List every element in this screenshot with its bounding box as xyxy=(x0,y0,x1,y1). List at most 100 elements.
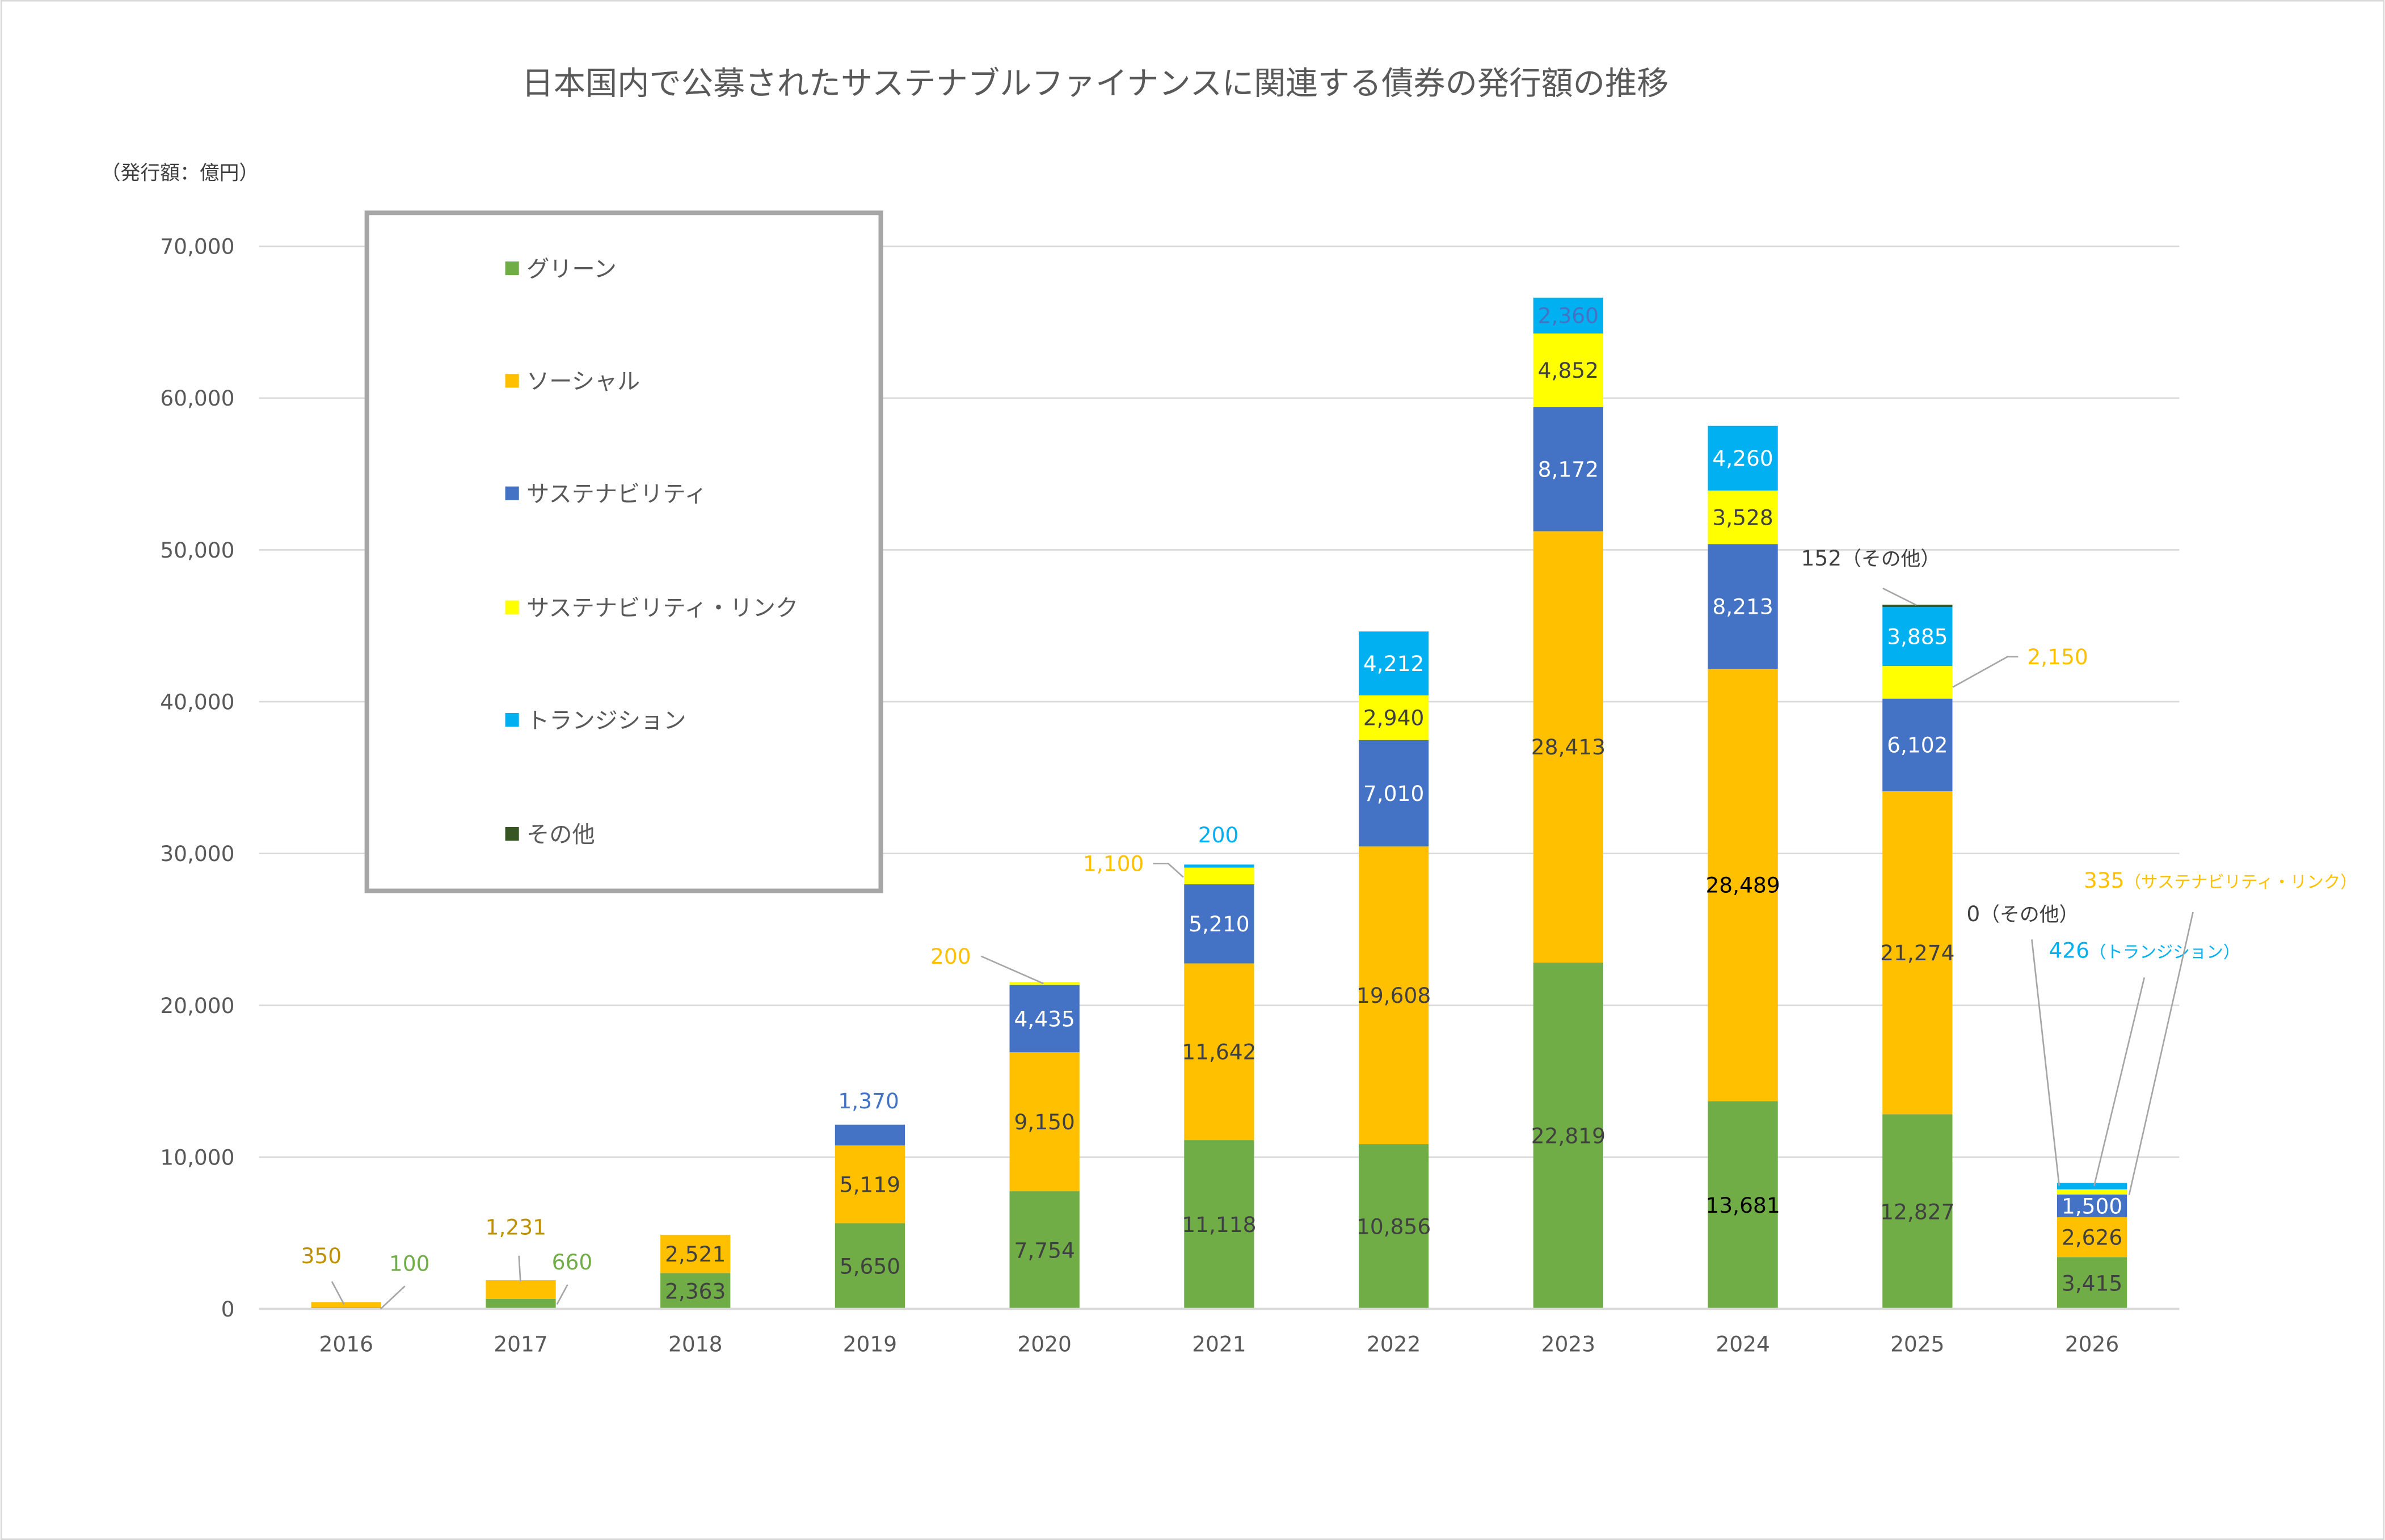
bar-segment xyxy=(835,1145,905,1223)
x-tick-label: 2023 xyxy=(1541,1332,1595,1357)
bar-segment xyxy=(835,1124,905,1146)
outside-data-label: 350 xyxy=(301,1243,342,1268)
data-label: 11,118 xyxy=(1182,1212,1256,1237)
bar-segment xyxy=(835,1223,905,1309)
outside-label-value: 660 xyxy=(552,1250,593,1275)
outside-label-value: 200 xyxy=(1198,822,1239,847)
bar-segment xyxy=(1708,425,1778,491)
data-label: 3,415 xyxy=(2062,1271,2122,1296)
x-tick-label: 2019 xyxy=(843,1332,897,1357)
data-label: 28,489 xyxy=(1705,873,1780,898)
bar-stack-2019: 5,650 5,119 xyxy=(835,1124,905,1309)
bar-segment xyxy=(1184,867,1254,885)
bars: 2,363 2,521 5,650 5,119 7,754 9,150 4,435 11,11… xyxy=(311,297,2127,1309)
outside-data-label: 660 xyxy=(552,1250,593,1275)
bar-segment xyxy=(1882,666,1953,699)
outside-data-labels: 350 1001,2316601,3702001,100200152（その他）2,… xyxy=(301,546,2357,1310)
bar-segment xyxy=(1533,297,1604,334)
data-label: 2,363 xyxy=(665,1279,726,1303)
bar-segment xyxy=(660,1234,731,1273)
data-label: 7,754 xyxy=(1014,1238,1074,1263)
legend-swatch xyxy=(505,600,519,614)
data-label: 21,274 xyxy=(1880,940,1954,965)
y-axis-unit-label: （発行額：億円） xyxy=(101,162,259,184)
x-tick-label: 2021 xyxy=(1192,1332,1246,1357)
x-tick-label: 2025 xyxy=(1890,1332,1944,1357)
bar-segment xyxy=(486,1280,556,1299)
bar-segment xyxy=(1708,669,1778,1102)
legend-item: サステナビリティ・リンク xyxy=(505,595,798,621)
bar-segment xyxy=(2057,1217,2127,1258)
outside-label-suffix: （トランジション） xyxy=(2089,942,2240,961)
x-tick-label: 2026 xyxy=(2065,1332,2119,1357)
legend-item: グリーン xyxy=(505,256,617,282)
data-label: 9,150 xyxy=(1014,1109,1074,1134)
outside-data-label: 100 xyxy=(389,1251,430,1276)
leader-line xyxy=(1952,656,2019,688)
leader-line xyxy=(331,1281,345,1305)
bar-segment xyxy=(1533,407,1604,531)
bar-segment xyxy=(1533,531,1604,963)
y-tick-label: 40,000 xyxy=(160,689,234,714)
legend-item: トランジション xyxy=(505,708,686,734)
legend-label: トランジション xyxy=(526,708,686,734)
outside-data-label: 152（その他） xyxy=(1801,546,1940,571)
bar-segment xyxy=(2057,1183,2127,1189)
bar-segment xyxy=(1184,1140,1254,1309)
x-tick-label: 2022 xyxy=(1367,1332,1421,1357)
outside-label-value: 426 xyxy=(2049,938,2089,963)
bar-stack-2024: 13,681 28,489 8,213 3,528 4,260 xyxy=(1705,425,1780,1309)
legend-swatch xyxy=(505,486,519,500)
bar-stack-2021: 11,118 11,642 5,210 xyxy=(1182,864,1257,1309)
legend-item: サステナビリティ xyxy=(505,481,707,507)
outside-label-value: 1,100 xyxy=(1083,851,1144,876)
bar-segment xyxy=(1184,884,1254,964)
bar-stack-2022: 10,856 19,608 7,010 2,940 4,212 xyxy=(1356,631,1431,1309)
outside-data-label: 426（トランジション） xyxy=(2049,938,2240,963)
bar-stack-2025: 12,827 21,274 6,102 3,885 xyxy=(1880,605,1954,1309)
legend-swatch xyxy=(505,261,519,276)
outside-data-label: 200 xyxy=(1198,822,1239,847)
outside-label-value: 350 xyxy=(301,1243,342,1268)
bar-stack-2018: 2,363 2,521 xyxy=(660,1234,731,1309)
leader-line xyxy=(518,1255,521,1282)
leader-line xyxy=(2031,939,2060,1186)
data-label: 8,172 xyxy=(1538,457,1599,482)
y-tick-label: 20,000 xyxy=(160,993,234,1018)
data-label: 4,852 xyxy=(1538,358,1599,383)
bar-segment xyxy=(1882,698,1953,791)
bar-segment xyxy=(1009,1052,1080,1192)
x-tick-label: 2018 xyxy=(668,1332,722,1357)
legend-swatch xyxy=(505,712,519,727)
bar-segment xyxy=(2057,1194,2127,1217)
x-tick-label: 2017 xyxy=(494,1332,547,1357)
data-label: 11,642 xyxy=(1182,1040,1256,1065)
data-label: 10,856 xyxy=(1356,1214,1431,1239)
legend-box xyxy=(364,210,883,893)
outside-label-value: 152 xyxy=(1801,546,1842,571)
bar-segment xyxy=(1882,791,1953,1115)
data-label: 4,212 xyxy=(1363,651,1424,676)
outside-data-label: 2,150 xyxy=(2027,644,2088,669)
outside-label-value: 100 xyxy=(389,1251,430,1276)
bar-stack-2026: 3,415 2,626 1,500 xyxy=(2057,1183,2127,1309)
leader-line xyxy=(2093,977,2146,1186)
bar-stack-2023: 22,819 28,413 8,172 4,852 2,360 xyxy=(1531,297,1606,1309)
data-label: 13,681 xyxy=(1705,1193,1780,1218)
data-label: 6,102 xyxy=(1887,733,1948,758)
outside-data-label: 0（その他） xyxy=(1966,901,2079,926)
data-label: 12,827 xyxy=(1880,1199,1954,1224)
data-label: 3,528 xyxy=(1712,505,1773,530)
outside-data-label: 1,231 xyxy=(486,1214,546,1239)
data-label: 4,260 xyxy=(1712,446,1773,471)
data-label: 28,413 xyxy=(1531,735,1606,760)
bar-segment xyxy=(1358,1144,1429,1309)
leader-line xyxy=(1882,588,1917,606)
outside-label-value: 200 xyxy=(930,944,971,969)
legend-label: サステナビリティ・リンク xyxy=(526,595,798,621)
bar-segment xyxy=(2057,1189,2127,1195)
data-label: 2,626 xyxy=(2062,1225,2122,1250)
bar-segment xyxy=(2057,1257,2127,1309)
data-label: 8,213 xyxy=(1712,594,1773,619)
